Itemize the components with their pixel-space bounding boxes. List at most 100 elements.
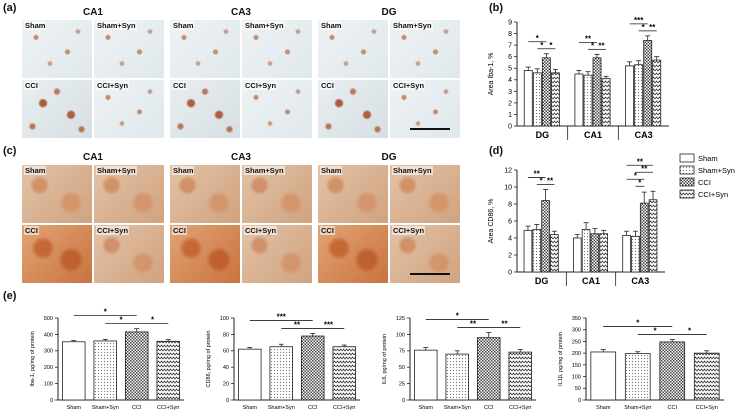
y-tick-label: 40 xyxy=(223,365,229,371)
y-tick-label: 50 xyxy=(575,386,581,392)
bar xyxy=(574,73,584,127)
tile-label: Sham xyxy=(24,21,47,30)
bar xyxy=(693,352,720,401)
significance-label: ** xyxy=(649,23,656,32)
bar xyxy=(624,353,651,401)
legend-swatch xyxy=(679,177,695,187)
tile-label: CCI+Syn xyxy=(96,226,130,235)
y-tick-label: 50 xyxy=(399,365,405,371)
bar xyxy=(550,72,560,127)
micrograph-tile: CCI xyxy=(22,225,92,283)
y-tick-label: 4 xyxy=(508,77,512,84)
y-tick-label: 6 xyxy=(508,218,512,225)
bar xyxy=(590,351,617,401)
y-tick-label: 3 xyxy=(508,89,512,96)
significance-label: *** xyxy=(634,16,644,25)
micrograph-tile: Sham+Syn xyxy=(94,165,164,223)
bar xyxy=(625,65,635,127)
micrograph-tile: Sham xyxy=(318,20,388,78)
micrograph-region: CA1 Sham Sham+Syn CCI CCI+Syn xyxy=(22,152,164,283)
y-tick-label: 100 xyxy=(220,316,229,322)
bar xyxy=(599,233,609,273)
category-label: Sham xyxy=(243,405,258,411)
y-tick-label: 100 xyxy=(44,382,53,388)
tile-label: CCI xyxy=(320,81,335,90)
micrograph-tile: CCI+Syn xyxy=(94,225,164,283)
micrograph-tile: Sham xyxy=(318,165,388,223)
significance-label: * xyxy=(642,23,646,32)
y-tick-label: 5 xyxy=(508,66,512,73)
y-tick-label: 8 xyxy=(508,201,512,208)
il6-elisa-chart: 0 25 50 75 100 125 IL6, pg/mg of protein Sham Sh… xyxy=(382,311,536,411)
category-label: Sham+Syn xyxy=(444,405,471,411)
panel-label-c: (c) xyxy=(3,145,17,157)
y-tick-label: 60 xyxy=(223,349,229,355)
micrograph-tile: CCI xyxy=(318,225,388,283)
category-label: CCI xyxy=(132,405,142,411)
bar xyxy=(445,353,469,401)
y-tick-label: 2 xyxy=(508,100,512,107)
significance-label: ** xyxy=(470,319,477,328)
bar xyxy=(631,235,640,273)
micrograph-tile: CCI xyxy=(22,80,92,138)
y-tick-label: 0 xyxy=(226,398,229,404)
category-label: Sham xyxy=(419,405,434,411)
bar xyxy=(639,202,649,273)
significance-label: * xyxy=(540,177,544,186)
y-tick-label: 8 xyxy=(508,31,512,38)
y-tick-label: 12 xyxy=(504,167,512,174)
tile-label: Sham+Syn xyxy=(96,166,137,175)
y-tick-label: 0 xyxy=(402,398,405,404)
bar xyxy=(125,331,149,401)
bar xyxy=(62,341,86,401)
micrograph-region: CA3 Sham Sham+Syn CCI CCI+Syn xyxy=(170,152,312,283)
category-label: Sham+Syn xyxy=(624,405,651,411)
tile-label: Sham xyxy=(24,166,47,175)
tile-label: CCI xyxy=(24,226,39,235)
bar xyxy=(634,64,644,127)
y-axis-label: IL1β, pg/mg of protein xyxy=(558,332,564,386)
category-label: Sham+Syn xyxy=(268,405,295,411)
micrograph-tile: Sham+Syn xyxy=(390,165,460,223)
y-tick-label: 200 xyxy=(572,351,581,357)
cd86-elisa-chart: 0 20 40 60 80 100 CD86, pg/mg of protein Sham Sh… xyxy=(206,313,360,411)
significance-label: ** xyxy=(294,321,301,330)
group-label: CA1 xyxy=(582,276,600,286)
legend-swatch xyxy=(679,153,695,163)
tile-label: CCI+Syn xyxy=(96,81,130,90)
y-tick-label: 9 xyxy=(508,19,512,26)
significance-label: * xyxy=(634,171,638,180)
bar xyxy=(643,40,653,127)
significance-label: ** xyxy=(637,157,644,166)
bar xyxy=(93,340,117,401)
category-label: CCI+Syn xyxy=(696,405,718,411)
tile-label: CCI xyxy=(320,226,335,235)
y-tick-label: 25 xyxy=(399,382,405,388)
significance-label: ** xyxy=(501,319,508,328)
legend-label: CCI+Syn xyxy=(698,190,728,199)
y-axis-label: Area Iba-1, % xyxy=(488,53,495,96)
category-label: CCI+Syn xyxy=(509,405,531,411)
significance-label: * xyxy=(591,41,595,50)
micrograph-tile: CCI+Syn xyxy=(94,80,164,138)
region-title: DG xyxy=(381,152,397,163)
bar xyxy=(238,348,262,401)
tile-label: CCI xyxy=(24,81,39,90)
category-label: CCI xyxy=(668,405,678,411)
tile-label: Sham+Syn xyxy=(244,166,285,175)
micrograph-region: CA3 Sham Sham+Syn CCI CCI+Syn xyxy=(170,7,312,138)
legend-swatch xyxy=(679,189,695,199)
panel-label-b: (b) xyxy=(489,2,504,14)
y-tick-label: 0 xyxy=(508,269,512,276)
y-tick-label: 0 xyxy=(578,398,581,404)
y-tick-label: 2 xyxy=(508,252,512,259)
micrograph-region: CA1 Sham Sham+Syn CCI CCI+Syn xyxy=(22,7,164,138)
bar xyxy=(652,59,662,127)
bar xyxy=(532,229,542,273)
region-title: DG xyxy=(381,7,397,18)
tile-label: CCI+Syn xyxy=(392,226,426,235)
y-axis-label: Area CD86, % xyxy=(488,199,495,244)
significance-label: * xyxy=(536,34,540,43)
y-axis-label: CD86, pg/mg of protein xyxy=(206,331,212,388)
